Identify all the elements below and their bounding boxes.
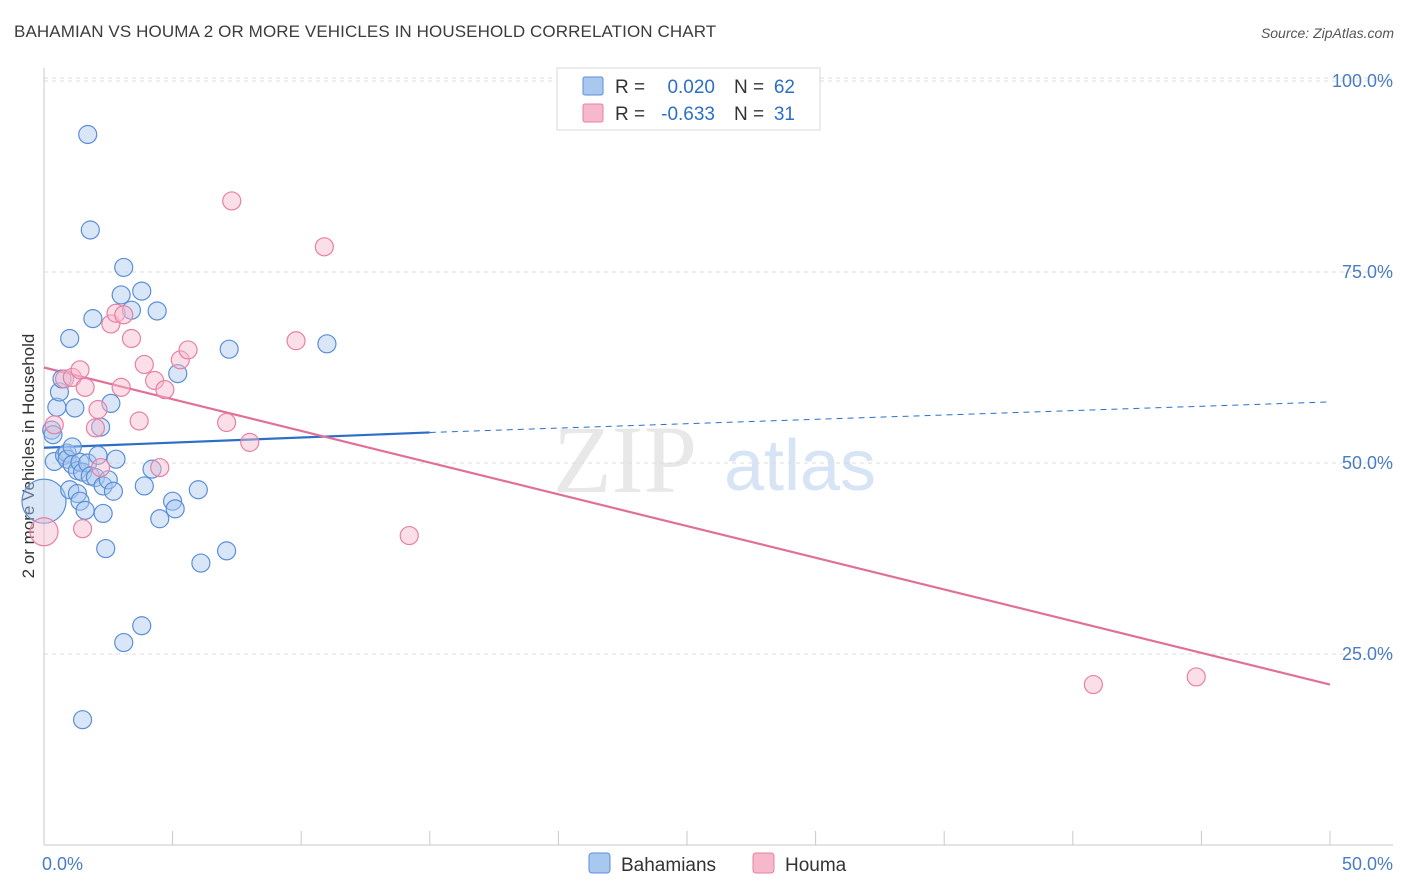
point-bahamians-52 bbox=[217, 541, 237, 561]
stats-r-value-blue: 0.020 bbox=[667, 77, 715, 98]
legend-label-bahamians: Bahamians bbox=[621, 855, 716, 876]
point-bahamians-28 bbox=[88, 445, 108, 465]
stats-n-value-blue: 62 bbox=[774, 77, 795, 98]
x-tick-label-max: 50.0% bbox=[1342, 854, 1393, 874]
watermark-atlas: atlas bbox=[724, 426, 876, 506]
point-houma-20 bbox=[170, 350, 190, 370]
legend-swatch-houma bbox=[752, 852, 775, 874]
point-houma-2 bbox=[54, 369, 75, 389]
point-bahamians-26 bbox=[83, 309, 103, 329]
legend-label-houma: Houma bbox=[785, 855, 847, 876]
point-bahamians-21 bbox=[75, 500, 95, 520]
point-bahamians-2 bbox=[43, 425, 63, 445]
point-bahamians-47 bbox=[163, 491, 183, 511]
point-bahamians-50 bbox=[188, 480, 208, 500]
point-bahamians-43 bbox=[134, 476, 154, 496]
point-bahamians-32 bbox=[96, 538, 116, 559]
point-bahamians-46 bbox=[150, 509, 170, 529]
point-bahamians-48 bbox=[165, 499, 185, 519]
point-bahamians-33 bbox=[98, 470, 118, 490]
point-houma-7 bbox=[85, 418, 106, 438]
stats-n-value-pink: 31 bbox=[774, 104, 795, 125]
stats-n-label-pink: N = bbox=[734, 104, 764, 125]
stats-legend: R = 0.020 N = 62 R = -0.633 N = 31 bbox=[556, 67, 821, 131]
legend-swatch-bahamians bbox=[588, 852, 611, 874]
point-bahamians-41 bbox=[132, 281, 152, 301]
watermark-zip: ZIP bbox=[553, 406, 697, 513]
point-houma-4 bbox=[70, 360, 90, 380]
y-axis-labels: 25.0% 50.0% 75.0% 100.0% bbox=[1332, 71, 1393, 664]
point-bahamians-0 bbox=[21, 478, 67, 524]
point-bahamians-31 bbox=[93, 503, 113, 524]
point-houma-23 bbox=[222, 191, 242, 211]
stats-legend-swatch-blue bbox=[582, 76, 604, 96]
point-houma-11 bbox=[106, 303, 126, 323]
point-bahamians-44 bbox=[142, 459, 162, 479]
y-tick-label-1: 50.0% bbox=[1342, 453, 1393, 473]
x-tick-label-min: 0.0% bbox=[42, 854, 83, 874]
y-tick-label-0: 25.0% bbox=[1342, 644, 1393, 664]
point-houma-26 bbox=[314, 237, 334, 257]
point-bahamians-39 bbox=[114, 632, 134, 653]
point-houma-15 bbox=[129, 411, 149, 431]
point-houma-16 bbox=[134, 354, 154, 375]
point-bahamians-35 bbox=[103, 481, 124, 501]
point-houma-19 bbox=[155, 380, 175, 400]
point-bahamians-37 bbox=[111, 285, 131, 305]
point-bahamians-51 bbox=[191, 553, 211, 573]
y-tick-label-2: 75.0% bbox=[1342, 262, 1393, 282]
chart-title: BAHAMIAN VS HOUMA 2 OR MORE VEHICLES IN … bbox=[14, 22, 717, 41]
point-bahamians-20 bbox=[72, 710, 93, 730]
point-houma-5 bbox=[72, 519, 93, 539]
trend-lines bbox=[43, 366, 1331, 686]
data-points bbox=[21, 124, 1206, 730]
point-houma-8 bbox=[88, 399, 108, 420]
point-houma-24 bbox=[240, 432, 260, 452]
trend-line-bahamians bbox=[43, 431, 430, 449]
y-axis-title: 2 or more Vehicles in Household bbox=[19, 334, 38, 579]
point-houma-3 bbox=[62, 367, 82, 388]
trend-line-extension-bahamians bbox=[429, 401, 1331, 433]
point-houma-14 bbox=[121, 328, 142, 349]
y-tick-label-3: 100.0% bbox=[1332, 71, 1393, 91]
point-houma-29 bbox=[1186, 667, 1206, 687]
grid-lines bbox=[44, 77, 1393, 655]
stats-r-label-blue: R = bbox=[615, 77, 645, 98]
source-credit: Source: ZipAtlas.com bbox=[1260, 25, 1394, 41]
point-houma-12 bbox=[111, 377, 131, 397]
point-houma-25 bbox=[286, 331, 306, 351]
point-bahamians-18 bbox=[70, 491, 90, 511]
point-bahamians-15 bbox=[67, 483, 88, 504]
point-bahamians-30 bbox=[93, 476, 113, 496]
stats-n-label-blue: N = bbox=[734, 77, 764, 98]
point-houma-1 bbox=[44, 415, 64, 435]
stats-legend-swatch-pink bbox=[582, 103, 604, 123]
series-legend: Bahamians Houma bbox=[588, 852, 847, 876]
point-houma-21 bbox=[178, 340, 198, 360]
point-bahamians-10 bbox=[60, 328, 80, 349]
point-bahamians-42 bbox=[132, 616, 152, 636]
point-houma-13 bbox=[114, 305, 134, 325]
trend-line-houma bbox=[43, 366, 1331, 686]
point-bahamians-54 bbox=[317, 334, 337, 354]
point-houma-18 bbox=[150, 457, 170, 478]
point-houma-0 bbox=[29, 517, 59, 547]
x-axis-ticks bbox=[43, 831, 1331, 845]
point-houma-22 bbox=[217, 412, 237, 433]
point-bahamians-36 bbox=[106, 449, 126, 469]
point-houma-9 bbox=[90, 457, 111, 478]
point-bahamians-24 bbox=[78, 124, 98, 145]
point-houma-27 bbox=[399, 525, 419, 546]
point-bahamians-53 bbox=[219, 339, 239, 359]
point-bahamians-38 bbox=[114, 257, 134, 278]
point-houma-28 bbox=[1083, 674, 1103, 695]
point-bahamians-45 bbox=[147, 301, 167, 321]
point-bahamians-14 bbox=[65, 398, 85, 418]
point-houma-6 bbox=[75, 377, 95, 397]
stats-r-label-pink: R = bbox=[615, 104, 645, 125]
point-bahamians-13 bbox=[62, 454, 82, 475]
point-bahamians-25 bbox=[80, 220, 100, 240]
stats-r-value-pink: -0.633 bbox=[661, 104, 715, 125]
